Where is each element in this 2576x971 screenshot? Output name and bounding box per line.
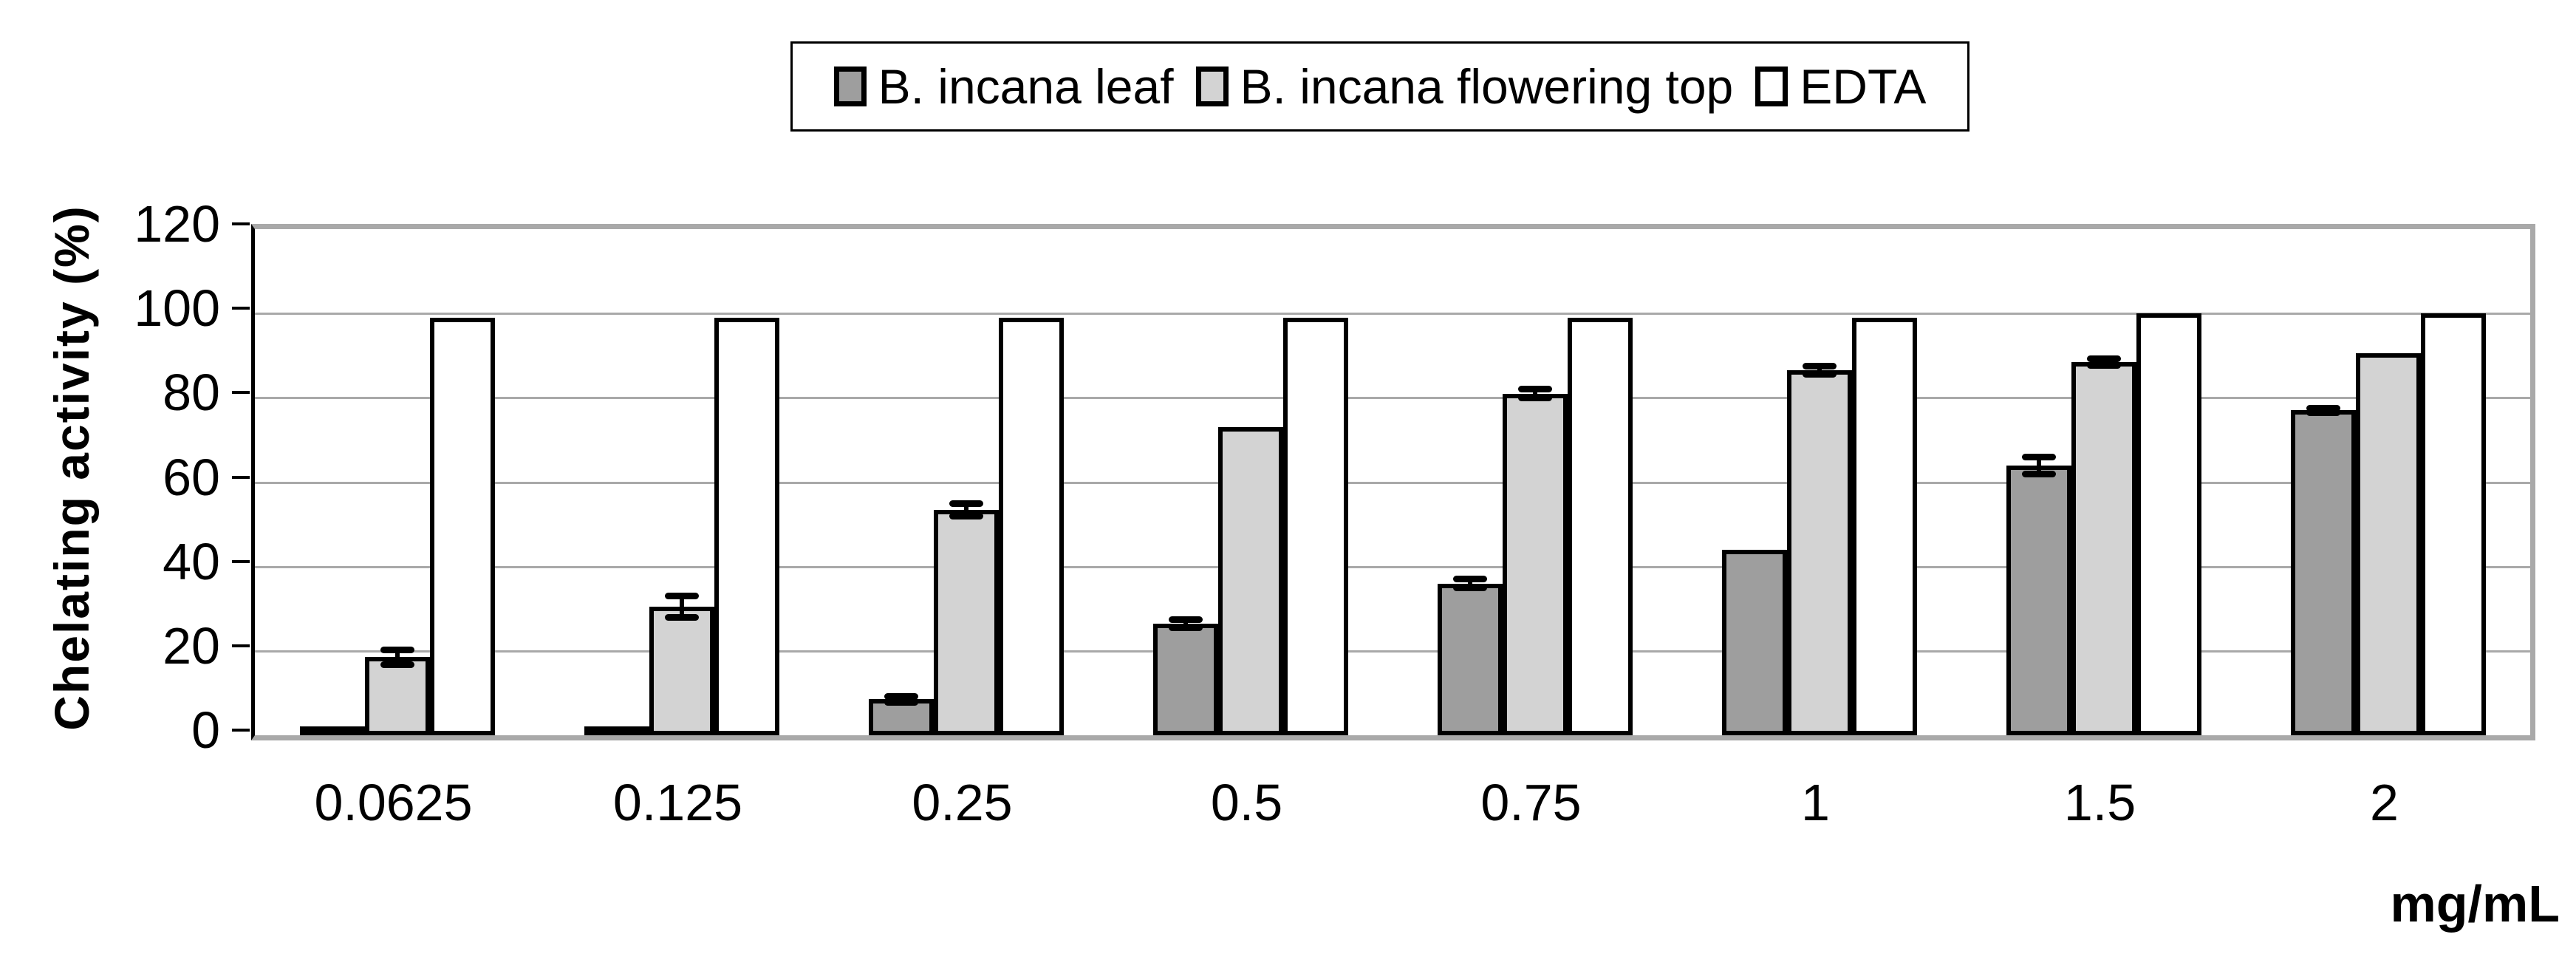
y-tick-label-60: 60: [163, 448, 220, 506]
bar-b-incana-leaf-2: [2290, 410, 2356, 735]
x-axis-unit-label: mg/mL: [2390, 875, 2560, 933]
error-bar-cap-bottom: [2021, 470, 2056, 477]
error-bar-cap-bottom: [1802, 371, 1837, 378]
bar-b-incana-leaf-0.0625: [299, 726, 365, 735]
y-tick-label-40: 40: [163, 532, 220, 590]
bar-b-incana-flowering-top-0.25: [933, 509, 999, 735]
error-bar-cap-bottom: [1452, 584, 1487, 591]
error-bar-cap-bottom: [2306, 409, 2340, 416]
error-bar-cap-top: [664, 593, 699, 600]
bar-b-incana-flowering-top-0.0625: [364, 657, 430, 735]
error-bar-cap-top: [380, 646, 414, 653]
error-bar-cap-bottom: [884, 698, 918, 706]
bar-b-incana-flowering-top-0.125: [649, 606, 714, 735]
legend-marker-icon: [833, 67, 867, 106]
bar-edta-2: [2420, 313, 2486, 735]
error-bar: [2036, 457, 2041, 474]
bar-edta-1: [1851, 317, 1917, 735]
error-bar: [1532, 389, 1537, 398]
bar-b-incana-flowering-top-1.5: [2071, 361, 2136, 735]
y-axis-tick-20: [232, 644, 250, 647]
y-tick-label-20: 20: [163, 616, 220, 675]
bar-edta-0.0625: [429, 317, 495, 735]
error-bar-cap-bottom: [664, 613, 699, 621]
error-bar-cap-top: [949, 500, 983, 507]
y-tick-label-0: 0: [191, 701, 220, 759]
legend-marker-icon: [1755, 67, 1788, 106]
error-bar-cap-bottom: [380, 661, 414, 669]
bar-edta-1.5: [2136, 313, 2201, 735]
bar-b-incana-leaf-1: [1721, 549, 1787, 735]
legend-label: B. incana flowering top: [1240, 59, 1734, 114]
error-bar-cap-bottom: [949, 512, 983, 519]
error-bar-cap-top: [1168, 616, 1203, 623]
bar-edta-0.25: [998, 317, 1064, 735]
legend-label: EDTA: [1800, 59, 1927, 114]
bar-b-incana-flowering-top-0.5: [1217, 427, 1283, 735]
legend-marker-icon: [1195, 67, 1229, 106]
error-bar-cap-top: [1517, 386, 1552, 393]
bar-b-incana-flowering-top-1: [1786, 370, 1852, 735]
legend-item-b-incana-leaf: B. incana leaf: [833, 59, 1174, 114]
gridline-100: [255, 313, 2530, 316]
bar-b-incana-leaf-0.5: [1152, 623, 1218, 735]
error-bar: [394, 650, 400, 665]
x-tick-label-0.125: 0.125: [612, 774, 743, 831]
error-bar-cap-bottom: [2086, 361, 2121, 369]
x-tick-label-1: 1: [1801, 774, 1830, 831]
error-bar: [2101, 358, 2106, 366]
x-tick-label-0.75: 0.75: [1480, 774, 1582, 831]
gridline-40: [255, 565, 2530, 568]
gridline-60: [255, 481, 2530, 484]
error-bar-cap-top: [2306, 405, 2340, 412]
bar-b-incana-flowering-top-0.75: [1502, 393, 1568, 735]
x-tick-label-1.5: 1.5: [2063, 774, 2136, 831]
gridline-80: [255, 397, 2530, 400]
error-bar: [1817, 366, 1822, 375]
legend-label: B. incana leaf: [878, 59, 1174, 114]
error-bar: [679, 596, 684, 618]
y-axis-tick-40: [232, 559, 250, 563]
y-tick-label-100: 100: [134, 279, 220, 338]
bar-edta-0.125: [714, 317, 779, 735]
legend-item-b-incana-flowering-top: B. incana flowering top: [1195, 59, 1734, 114]
x-tick-label-2: 2: [2370, 774, 2399, 831]
plot-area: [251, 224, 2535, 740]
gridline-20: [255, 650, 2530, 653]
error-bar-cap-top: [1452, 576, 1487, 583]
error-bar-cap-top: [2021, 453, 2056, 460]
bar-b-incana-leaf-0.125: [584, 726, 649, 735]
y-axis-tick-120: [232, 222, 250, 225]
y-axis-tick-0: [232, 729, 250, 732]
x-tick-label-0.0625: 0.0625: [314, 774, 473, 831]
bar-b-incana-leaf-1.5: [2006, 465, 2071, 735]
chart-legend: B. incana leaf B. incana flowering top EDT…: [790, 41, 1969, 132]
bar-b-incana-flowering-top-2: [2355, 353, 2421, 735]
x-tick-label-0.25: 0.25: [912, 774, 1013, 831]
y-axis-tick-60: [232, 475, 250, 479]
error-bar-cap-top: [1802, 363, 1837, 370]
error-bar: [963, 503, 968, 517]
y-tick-label-120: 120: [134, 195, 220, 253]
legend-item-edta: EDTA: [1755, 61, 1926, 112]
error-bar-cap-bottom: [1168, 624, 1203, 631]
error-bar-cap-bottom: [1517, 394, 1552, 401]
bar-b-incana-leaf-0.75: [1437, 583, 1503, 735]
error-bar-cap-top: [884, 692, 918, 700]
error-bar: [1183, 619, 1188, 628]
y-axis-tick-80: [232, 391, 250, 395]
y-tick-label-80: 80: [163, 364, 220, 422]
bar-edta-0.75: [1567, 317, 1633, 735]
x-tick-label-0.5: 0.5: [1210, 774, 1283, 831]
y-axis-tick-100: [232, 307, 250, 310]
error-bar-cap-top: [2086, 355, 2121, 362]
bar-edta-0.5: [1282, 317, 1348, 735]
error-bar: [1467, 579, 1472, 588]
